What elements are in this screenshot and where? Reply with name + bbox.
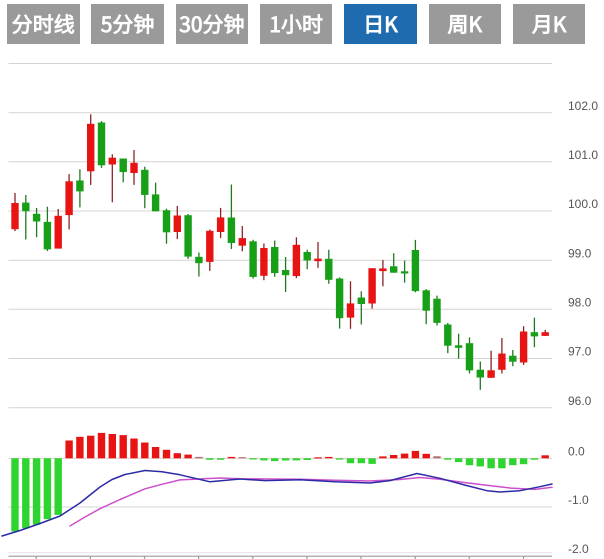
- svg-text:102.0: 102.0: [568, 99, 598, 113]
- svg-text:100.0: 100.0: [568, 197, 598, 211]
- svg-text:98.0: 98.0: [568, 296, 592, 310]
- svg-text:99.0: 99.0: [568, 246, 592, 260]
- svg-text:-1.0: -1.0: [568, 493, 589, 507]
- svg-text:97.0: 97.0: [568, 345, 592, 359]
- svg-text:0.0: 0.0: [568, 445, 585, 459]
- svg-text:101.0: 101.0: [568, 148, 598, 162]
- svg-text:-2.0: -2.0: [568, 542, 589, 556]
- svg-text:96.0: 96.0: [568, 394, 592, 408]
